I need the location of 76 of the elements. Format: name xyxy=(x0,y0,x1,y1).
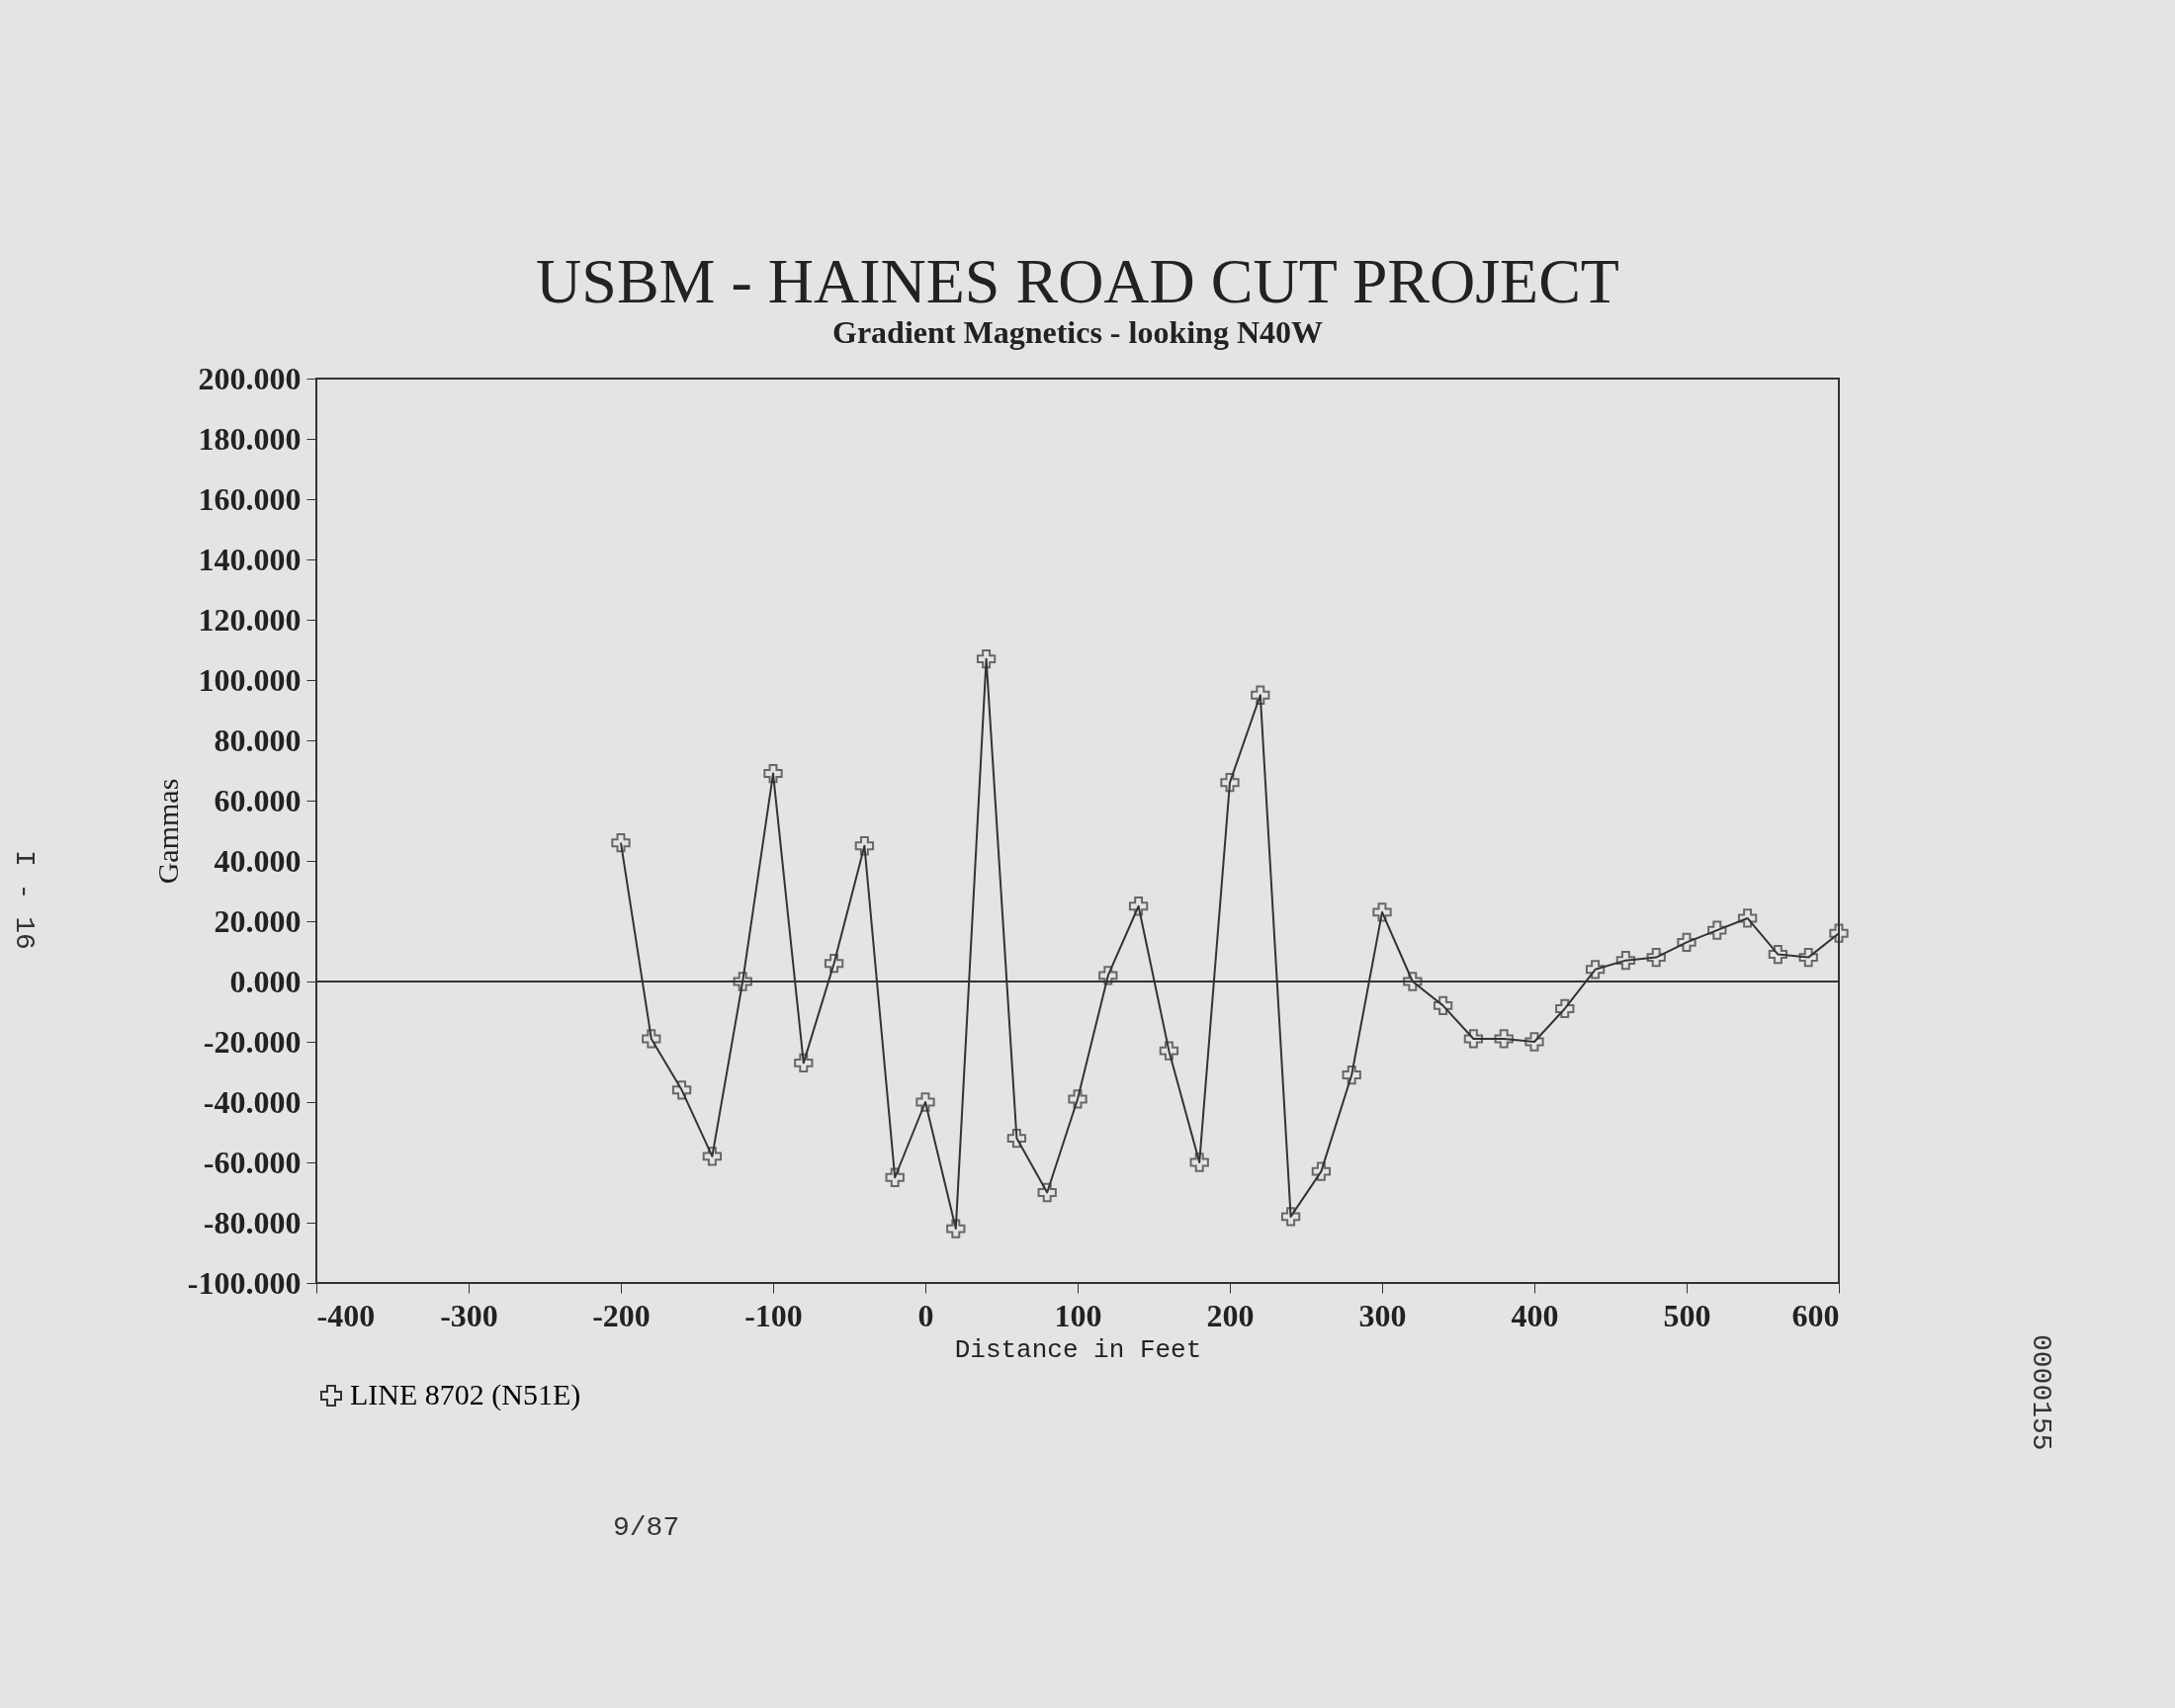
point xyxy=(1677,932,1696,953)
y-tick-label: -80.000 xyxy=(203,1204,302,1240)
point xyxy=(1159,1041,1179,1061)
y-tick-label: 0.000 xyxy=(229,963,302,999)
text: 0000155 xyxy=(2026,1334,2056,1451)
x-tick-label: 0 xyxy=(917,1297,934,1333)
y-tick-label: 20.000 xyxy=(214,902,302,939)
x-tick-label: 600 xyxy=(1791,1297,1840,1333)
point xyxy=(702,1147,723,1166)
point xyxy=(1463,1029,1484,1049)
point xyxy=(1524,1032,1544,1052)
chart-title: USBM - HAINES ROAD CUT PROJECT xyxy=(536,246,1619,316)
y-tick-label: 120.000 xyxy=(198,601,302,638)
x-tick-label: -400 xyxy=(316,1297,376,1333)
legend-label: LINE 8702 (N51E) xyxy=(350,1378,581,1411)
point xyxy=(1006,1128,1027,1149)
x-tick-label: -100 xyxy=(744,1297,803,1333)
y-tick-label: 100.000 xyxy=(198,661,302,698)
point xyxy=(1220,773,1240,793)
point xyxy=(1311,1161,1332,1181)
point xyxy=(642,1029,661,1049)
y-tick-label: 80.000 xyxy=(214,722,302,758)
point xyxy=(1372,902,1392,922)
x-tick-label: 200 xyxy=(1206,1297,1255,1333)
y-tick-label: -20.000 xyxy=(203,1023,302,1060)
y-axis-title: Gammas xyxy=(150,778,184,885)
x-tick-label: -300 xyxy=(440,1297,498,1333)
x-tick-label: 500 xyxy=(1663,1297,1711,1333)
text: 9/87 xyxy=(613,1512,680,1543)
point xyxy=(1646,947,1666,968)
point xyxy=(1768,944,1788,965)
chart-subtitle: Gradient Magnetics - looking N40W xyxy=(832,314,1323,350)
point xyxy=(1555,998,1575,1019)
x-tick-label: 100 xyxy=(1054,1297,1102,1333)
point xyxy=(1189,1153,1209,1172)
point xyxy=(763,763,783,784)
y-tick-label: 60.000 xyxy=(214,782,302,818)
x-tick-label: -200 xyxy=(592,1297,651,1333)
point xyxy=(1737,908,1758,928)
point xyxy=(1707,920,1727,940)
point xyxy=(1798,947,1818,968)
point xyxy=(1037,1182,1057,1203)
point xyxy=(824,954,844,974)
point xyxy=(611,833,631,853)
point xyxy=(1342,1065,1361,1085)
y-tick-label: 200.000 xyxy=(198,360,302,396)
y-tick-label: 160.000 xyxy=(198,480,302,517)
y-tick-label: -40.000 xyxy=(203,1083,302,1120)
point xyxy=(1494,1029,1514,1049)
y-tick-label: -60.000 xyxy=(203,1144,302,1180)
point xyxy=(1829,923,1849,943)
point xyxy=(671,1080,692,1100)
x-axis-title: Distance in Feet xyxy=(954,1334,1202,1365)
point xyxy=(946,1219,966,1238)
y-tick-label: 180.000 xyxy=(198,420,302,457)
point xyxy=(1403,972,1423,991)
point xyxy=(1585,960,1606,980)
point xyxy=(915,1092,935,1112)
point xyxy=(1280,1207,1301,1227)
point xyxy=(1433,995,1453,1016)
y-tick-label: 40.000 xyxy=(214,842,302,879)
point xyxy=(1128,897,1149,916)
point xyxy=(733,972,752,991)
point xyxy=(1615,950,1636,971)
point xyxy=(1251,685,1270,705)
point xyxy=(794,1053,814,1073)
point xyxy=(1068,1089,1088,1109)
x-tick-label: 300 xyxy=(1358,1297,1407,1333)
x-tick-label: 400 xyxy=(1511,1297,1559,1333)
point xyxy=(1098,966,1118,985)
y-tick-label: 140.000 xyxy=(198,541,302,577)
point xyxy=(854,836,875,856)
point xyxy=(976,648,997,669)
text: I - 16 xyxy=(9,850,40,950)
y-tick-label: -100.000 xyxy=(187,1264,302,1301)
point xyxy=(885,1167,905,1187)
